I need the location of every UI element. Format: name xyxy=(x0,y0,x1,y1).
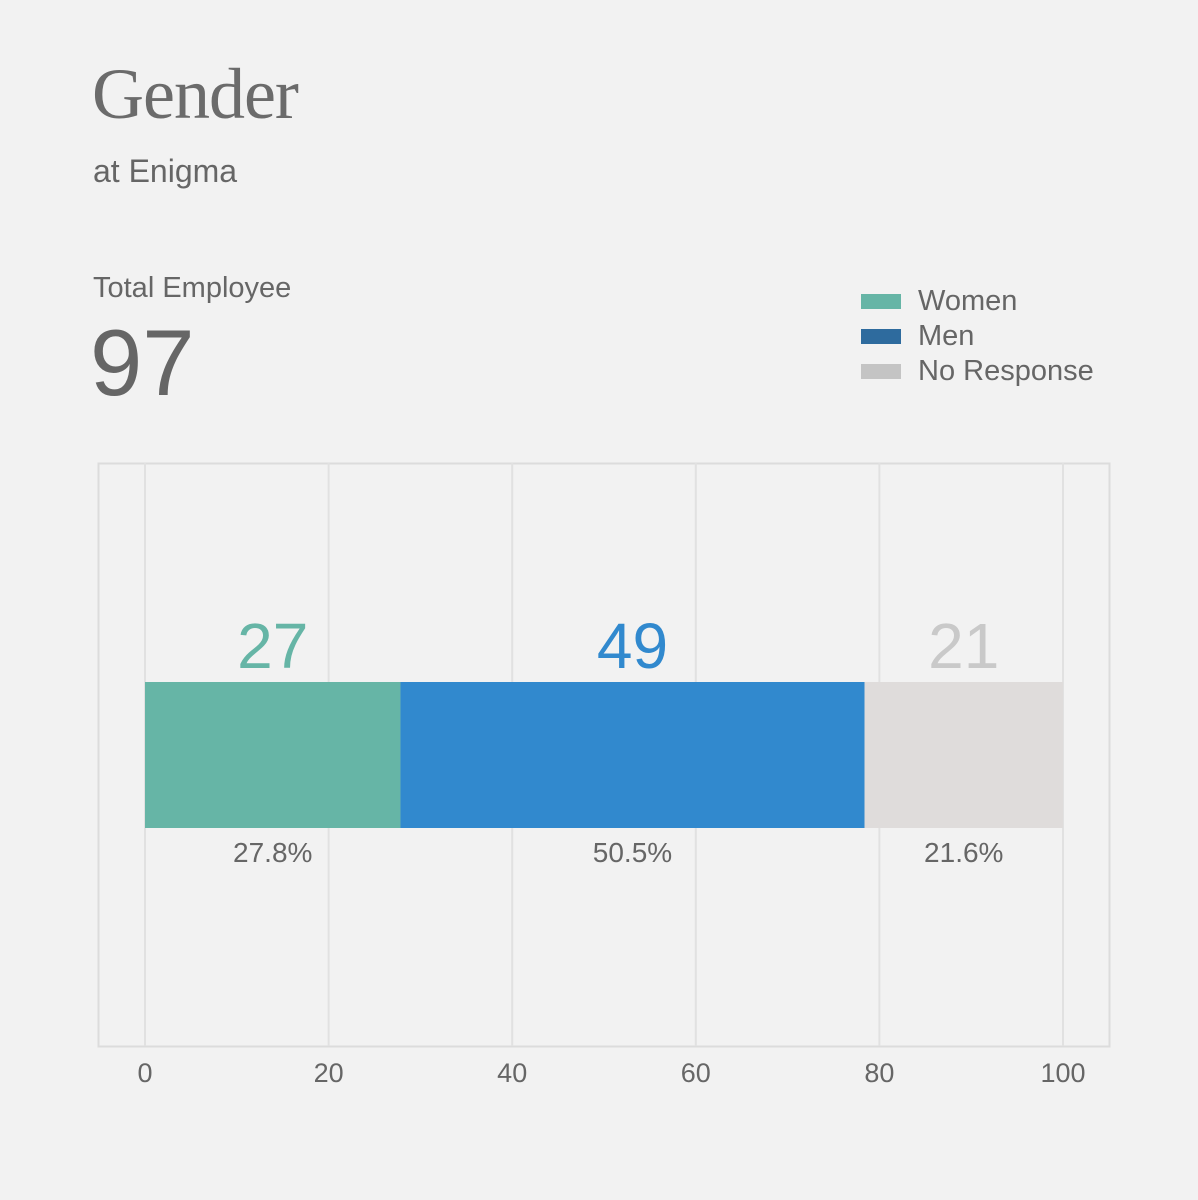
x-tick-label-80: 80 xyxy=(864,1058,894,1088)
plot-frame xyxy=(97,462,1111,1048)
bar-segment-no-response xyxy=(864,682,1063,828)
x-tick-label-40: 40 xyxy=(497,1058,527,1088)
x-tick-label-60: 60 xyxy=(681,1058,711,1088)
count-label-women: 27 xyxy=(237,610,308,682)
legend-swatch-women xyxy=(861,294,901,309)
legend-label-men: Men xyxy=(918,320,975,352)
x-tick-label-100: 100 xyxy=(1040,1058,1085,1088)
percent-label-women: 27.8% xyxy=(233,837,312,868)
total-employee-value: 97 xyxy=(90,310,195,415)
percent-label-men: 50.5% xyxy=(593,837,672,868)
bar-segment-men xyxy=(400,682,865,828)
legend-item-men: Men xyxy=(861,319,1094,354)
percent-label-no-response: 21.6% xyxy=(924,837,1003,868)
legend-label-women: Women xyxy=(918,285,1018,317)
bar-segment-women xyxy=(145,682,401,828)
total-employee-label: Total Employee xyxy=(93,272,292,304)
x-tick-label-0: 0 xyxy=(137,1058,152,1088)
legend-item-women: Women xyxy=(861,284,1094,319)
legend-swatch-no-response xyxy=(861,364,901,379)
x-tick-label-20: 20 xyxy=(314,1058,344,1088)
legend-label-no-response: No Response xyxy=(918,355,1094,387)
chart-title: Gender xyxy=(92,54,299,134)
legend-swatch-men xyxy=(861,329,901,344)
count-label-men: 49 xyxy=(597,610,668,682)
legend-item-no-response: No Response xyxy=(861,354,1094,389)
chart-subtitle: at Enigma xyxy=(93,153,238,189)
legend: Women Men No Response xyxy=(861,284,1094,389)
count-label-no-response: 21 xyxy=(928,610,999,682)
